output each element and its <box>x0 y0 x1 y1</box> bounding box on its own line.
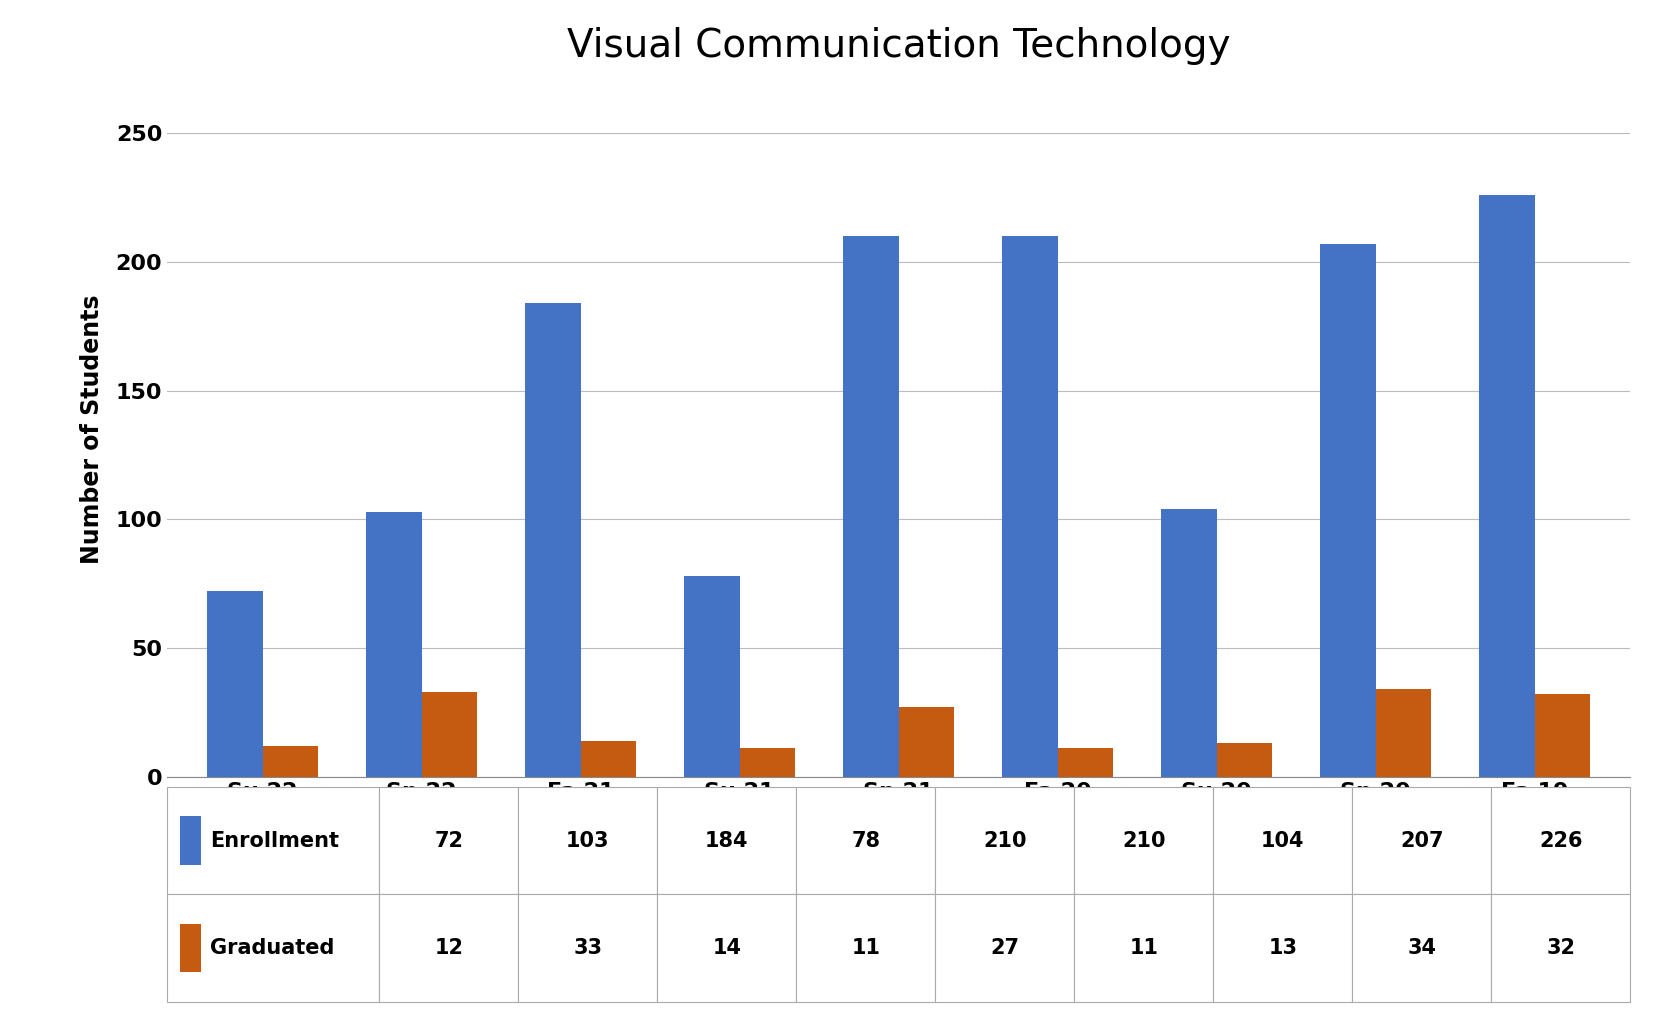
Text: 11: 11 <box>1129 938 1159 958</box>
Bar <box>739 748 796 777</box>
Text: Enrollment: Enrollment <box>209 831 339 850</box>
Bar <box>1160 509 1217 777</box>
Bar <box>1480 195 1535 777</box>
Bar <box>1535 694 1590 777</box>
Bar <box>1058 748 1114 777</box>
Text: 13: 13 <box>1269 938 1297 958</box>
Text: 12: 12 <box>435 938 463 958</box>
Bar <box>1376 689 1431 777</box>
Bar <box>1321 244 1376 777</box>
Bar <box>263 746 318 777</box>
Bar <box>421 692 477 777</box>
Text: 34: 34 <box>1408 938 1436 958</box>
Text: 103: 103 <box>567 831 610 850</box>
Bar <box>843 236 900 777</box>
Bar <box>684 576 739 777</box>
Text: 226: 226 <box>1538 831 1582 850</box>
Bar <box>1002 236 1058 777</box>
Text: 207: 207 <box>1399 831 1443 850</box>
Bar <box>525 304 580 777</box>
Bar <box>580 741 637 777</box>
Text: 72: 72 <box>435 831 463 850</box>
Title: Visual Communication Technology: Visual Communication Technology <box>567 27 1231 64</box>
Text: 14: 14 <box>712 938 741 958</box>
Text: 33: 33 <box>573 938 602 958</box>
Text: Graduated: Graduated <box>209 938 334 958</box>
Text: 104: 104 <box>1261 831 1304 850</box>
Bar <box>1217 743 1272 777</box>
Bar <box>366 512 421 777</box>
Text: 32: 32 <box>1547 938 1575 958</box>
Bar <box>207 592 263 777</box>
Text: 184: 184 <box>706 831 749 850</box>
Text: 27: 27 <box>990 938 1020 958</box>
Bar <box>900 707 955 777</box>
Text: 210: 210 <box>1122 831 1165 850</box>
Text: 78: 78 <box>851 831 879 850</box>
Text: 210: 210 <box>983 831 1027 850</box>
Y-axis label: Number of Students: Number of Students <box>80 294 104 564</box>
Text: 11: 11 <box>851 938 879 958</box>
